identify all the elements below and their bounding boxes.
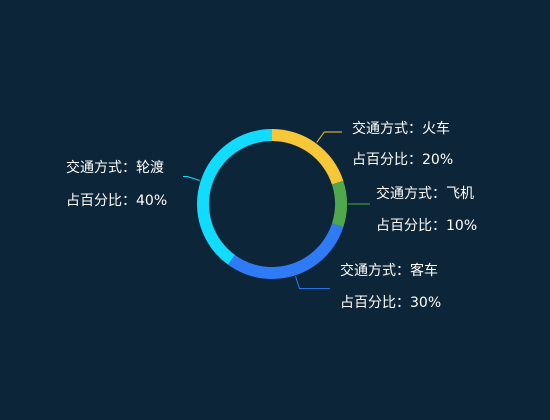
- slice-name-label-2: 交通方式：客车: [340, 262, 438, 279]
- label-leader-line-3: [183, 176, 200, 180]
- slice-name-label-3: 交通方式：轮渡: [66, 159, 164, 176]
- slice-name-label-0: 交通方式：火车: [352, 120, 450, 137]
- slice-percent-label-2: 占百分比：30%: [340, 295, 441, 311]
- label-leader-line-0: [317, 132, 342, 143]
- donut-slice-0[interactable]: [272, 129, 343, 185]
- label-leader-line-2: [295, 276, 330, 288]
- slice-percent-label-3: 占百分比：40%: [66, 193, 167, 209]
- slice-percent-label-1: 占百分比：10%: [376, 218, 477, 234]
- donut-slice-3[interactable]: [197, 129, 272, 265]
- donut-slice-2[interactable]: [228, 223, 343, 279]
- slice-name-label-1: 交通方式：飞机: [376, 185, 474, 202]
- slice-percent-label-0: 占百分比：20%: [352, 152, 453, 168]
- donut-slice-1[interactable]: [332, 181, 347, 227]
